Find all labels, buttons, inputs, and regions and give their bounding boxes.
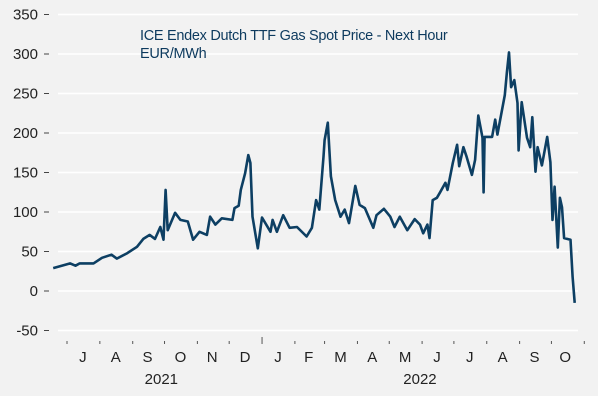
x-month-label: A xyxy=(111,349,121,366)
x-month-label: S xyxy=(529,349,539,366)
series-line xyxy=(52,51,576,304)
x-month-label: F xyxy=(304,349,313,366)
x-month-label: M xyxy=(399,349,412,366)
x-month-label: J xyxy=(433,349,441,366)
y-tick-label: 100 xyxy=(13,204,38,221)
x-month-label: D xyxy=(240,349,251,366)
y-tick-label: -50 xyxy=(16,323,38,340)
y-tick-label: 50 xyxy=(21,244,38,261)
x-month-label: J xyxy=(466,349,474,366)
gridlines xyxy=(58,13,578,332)
chart-subtitle: EUR/MWh xyxy=(140,46,207,62)
y-tick-label: 350 xyxy=(13,7,38,24)
x-month-label: O xyxy=(559,349,571,366)
x-month-label: M xyxy=(334,349,347,366)
chart-title: ICE Endex Dutch TTF Gas Spot Price - Nex… xyxy=(140,28,448,44)
x-month-label: J xyxy=(274,349,282,366)
x-month-label: A xyxy=(367,349,377,366)
x-month-label: J xyxy=(79,349,87,366)
x-month-label: O xyxy=(175,349,187,366)
y-tick-label: 150 xyxy=(13,165,38,182)
y-tick-label: 200 xyxy=(13,125,38,142)
y-axis: 350 300 250 200 150 100 50 0 -50 xyxy=(13,7,49,340)
y-tick-label: 300 xyxy=(13,46,38,63)
x-axis: J A S O N D J F M A M J J A S O 2021 2022 xyxy=(66,337,585,388)
x-year-label: 2021 xyxy=(145,371,178,388)
x-month-label: N xyxy=(207,349,218,366)
y-tick-label: 250 xyxy=(13,86,38,103)
x-year-label: 2022 xyxy=(403,371,436,388)
x-month-label: S xyxy=(143,349,153,366)
x-month-label: A xyxy=(498,349,508,366)
y-tick-label: 0 xyxy=(30,283,38,300)
